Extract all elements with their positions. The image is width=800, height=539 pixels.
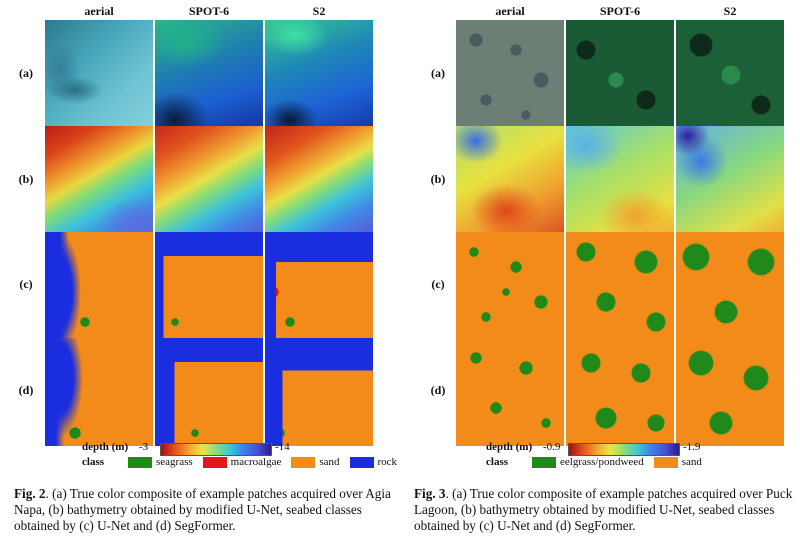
fig3-aerial-true-color-tile xyxy=(456,20,564,128)
fig3-row-label-d: (d) xyxy=(430,383,446,397)
fig2-aerial-true-color-tile xyxy=(45,20,153,128)
fig3-spot6-unet-class-tile xyxy=(566,232,674,340)
fig3-caption-label: Fig. 3 xyxy=(414,486,446,501)
fig2-depth-max: -14 xyxy=(275,441,290,453)
fig2-col-header-aerial: aerial xyxy=(84,4,114,18)
fig2-depth-colorbar xyxy=(160,443,272,456)
fig3-row-label-a: (a) xyxy=(431,66,445,80)
fig2-aerial-bathymetry-tile xyxy=(45,126,153,234)
fig3-col-header-s2: S2 xyxy=(723,4,737,18)
fig3-legend-sand: sand xyxy=(653,456,702,468)
fig2-caption-text: . (a) True color composite of example pa… xyxy=(14,486,391,533)
fig2-row-label-c: (c) xyxy=(19,277,33,291)
fig2-spot6-true-color-tile xyxy=(155,20,263,128)
fig3-spot6-segformer-class-tile xyxy=(566,338,674,446)
fig3-aerial-unet-class-tile xyxy=(456,232,564,340)
fig2-col-header-spot6: SPOT-6 xyxy=(188,4,230,18)
fig3-col-header-spot6: SPOT-6 xyxy=(599,4,641,18)
fig2-spot6-segformer-class-tile xyxy=(155,338,263,446)
fig3-s2-segformer-class-tile xyxy=(676,338,784,446)
eelgrass-swatch xyxy=(532,456,556,468)
sand-label: sand xyxy=(681,456,702,468)
fig3-class-label: class xyxy=(486,456,508,468)
rock-label: rock xyxy=(377,456,398,468)
fig3-depth-colorbar xyxy=(568,443,680,456)
fig3-depth-label: depth (m) xyxy=(486,441,533,453)
fig2-class-legend: class seagrass macroalgae sand rock xyxy=(82,456,407,468)
fig3-class-legend: class eelgrass/pondweed sand xyxy=(486,456,712,468)
fig2-legend-seagrass: seagrass xyxy=(128,456,193,468)
fig2-spot6-bathymetry-tile xyxy=(155,126,263,234)
fig2-s2-true-color-tile xyxy=(265,20,373,128)
fig3-s2-unet-class-tile xyxy=(676,232,784,340)
fig3-caption-text: . (a) True color composite of example pa… xyxy=(414,486,793,533)
macroalgae-swatch xyxy=(202,456,227,468)
fig3-spot6-bathymetry-tile xyxy=(566,126,674,234)
fig3-s2-bathymetry-tile xyxy=(676,126,784,234)
fig2-class-label: class xyxy=(82,456,104,468)
fig3-depth-min: -0.9 xyxy=(543,441,561,453)
fig2-depth-min: -3 xyxy=(139,441,149,453)
macroalgae-label: macroalgae xyxy=(230,456,282,468)
fig2-spot6-unet-class-tile xyxy=(155,232,263,340)
sand-swatch xyxy=(653,456,678,468)
fig2-caption: Fig. 2. (a) True color composite of exam… xyxy=(14,486,396,534)
fig3-depth-max: -1.9 xyxy=(683,441,701,453)
fig2-s2-unet-class-tile xyxy=(265,232,373,340)
eelgrass-label: eelgrass/pondweed xyxy=(560,456,644,468)
fig2-aerial-unet-class-tile xyxy=(45,232,153,340)
fig3-caption: Fig. 3. (a) True color composite of exam… xyxy=(414,486,796,534)
fig2-depth-label: depth (m) xyxy=(82,441,129,453)
fig2-row-label-a: (a) xyxy=(19,66,33,80)
fig2-col-header-s2: S2 xyxy=(312,4,326,18)
fig2-aerial-segformer-class-tile xyxy=(45,338,153,446)
fig2-legend-macroalgae: macroalgae xyxy=(202,456,282,468)
fig3-s2-true-color-tile xyxy=(676,20,784,128)
fig2-caption-label: Fig. 2 xyxy=(14,486,46,501)
fig2-s2-bathymetry-tile xyxy=(265,126,373,234)
fig3-row-label-c: (c) xyxy=(431,277,445,291)
seagrass-label: seagrass xyxy=(156,456,193,468)
rock-swatch xyxy=(349,456,374,468)
sand-swatch xyxy=(291,456,316,468)
seagrass-swatch xyxy=(128,456,152,468)
fig2-row-label-d: (d) xyxy=(18,383,34,397)
fig2-row-label-b: (b) xyxy=(18,172,34,186)
sand-label: sand xyxy=(319,456,340,468)
fig2-legend-rock: rock xyxy=(349,456,398,468)
fig3-spot6-true-color-tile xyxy=(566,20,674,128)
fig3-col-header-aerial: aerial xyxy=(495,4,525,18)
fig3-aerial-segformer-class-tile xyxy=(456,338,564,446)
fig3-legend-eelgrass: eelgrass/pondweed xyxy=(532,456,644,468)
fig2-legend-sand: sand xyxy=(291,456,340,468)
fig3-aerial-bathymetry-tile xyxy=(456,126,564,234)
fig3-row-label-b: (b) xyxy=(430,172,446,186)
fig2-s2-segformer-class-tile xyxy=(265,338,373,446)
